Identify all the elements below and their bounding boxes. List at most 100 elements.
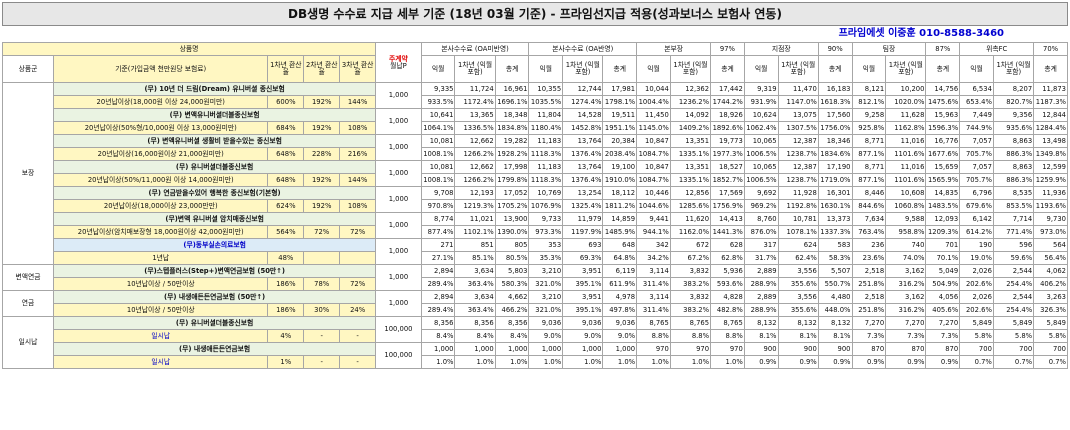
table-row: (무) 내생애든든연금보험 100,000 1,000 1,000 1,000 1,000… [3,342,1068,369]
percent-cell: 202.6% [959,277,994,291]
percent-cell: 1483.5% [925,199,961,213]
rate-cell: 624% [267,199,305,213]
percent-cell: 1062.4% [743,121,779,135]
amount-cell: 17,998 [494,160,530,174]
subheader-0-2: 총계 [494,55,530,83]
percent-cell: 395.1% [562,303,604,317]
amount-cell: 18,346 [817,134,853,148]
amount-cell: 700 [992,342,1035,356]
header-criteria: 기준(가입금액 천만원당 보험료) [53,55,269,83]
amount-cell: 9,036 [602,316,638,330]
percent-cell: 0.9% [743,355,779,369]
amount-cell: 13,764 [562,160,604,174]
percent-cell: 1409.2% [669,121,712,135]
amount-cell: 19,282 [494,134,530,148]
amount-cell: 11,021 [454,212,496,226]
amount-cell: 18,527 [710,160,745,174]
percent-cell: 9.0% [562,329,604,343]
amount-cell: 13,075 [777,108,819,122]
table-row: 1년납 48% 27.1% 85.1% 80.5% 35.3% 69.3% 64.8% 34.2… [3,251,1068,265]
amount-cell: 7,057 [959,160,994,174]
rate-cell: 192% [303,173,341,187]
percent-cell: 0.9% [817,355,853,369]
amount-cell: 700 [1033,342,1068,356]
percent-cell: 27.1% [420,251,456,265]
header-premium-bottom: 월납P [390,61,407,70]
percent-cell: 1192.8% [777,199,819,213]
amount-cell: 870 [925,342,961,356]
criteria-cell: 10년납이상 / 50만이상 [53,303,269,317]
rate-cell: 24% [339,303,377,317]
percent-cell: 326.3% [1033,303,1068,317]
contact-info: 프라임에셋 이중훈 010-8588-3460 [838,28,1004,39]
percent-cell: 1335.1% [669,173,712,187]
percent-cell: 0.9% [851,355,887,369]
category-cell: 보장 [1,82,55,265]
amount-cell: 3,634 [454,290,496,304]
amount-cell: 4,978 [602,290,638,304]
amount-cell: 12,387 [777,134,819,148]
amount-cell: 1,000 [528,342,564,356]
amount-cell: 10,847 [636,134,671,148]
amount-cell: 15,659 [925,160,961,174]
header-category: 상품군 [1,55,55,83]
amount-cell: 6,534 [959,82,994,96]
percent-cell: 7.3% [851,329,887,343]
rate-cell [303,251,341,265]
criteria-cell: 20년납이상(18,000원 이상 24,000원미만) [53,95,269,109]
percent-cell: 1035.5% [528,95,564,109]
rate-cell: 600% [267,95,305,109]
amount-cell: 693 [562,238,604,252]
amount-cell: 3,951 [562,264,604,278]
percent-cell: 1756.0% [817,121,853,135]
percent-cell: 1209.3% [925,225,961,239]
percent-cell: 1756.9% [710,199,745,213]
amount-cell: 10,065 [743,134,779,148]
product-name: (무)변액 유니버셜 암치매종신보험 [53,212,377,226]
amount-cell: 596 [992,238,1035,252]
rate-cell: 72% [339,277,377,291]
percent-cell: 1485.9% [602,225,638,239]
percent-cell: 1811.2% [602,199,638,213]
percent-cell: 1076.9% [528,199,564,213]
percent-cell: 886.3% [992,173,1035,187]
amount-cell: 6,142 [959,212,994,226]
percent-cell: 1852.7% [710,173,745,187]
amount-cell: 14,413 [710,212,745,226]
group-pct-2: 97% [710,42,745,56]
table-row: 20년납이상(16,000원이상 21,000원미만) 648% 228% 216% 1… [3,147,1068,161]
amount-cell: 1,000 [494,342,530,356]
amount-cell: 3,114 [636,264,671,278]
header-hw3: 3차년 환산율 [339,55,377,83]
table-row: 변액연금 (무)스텝플러스(Step+)변액연금보험 (50만↑) 1,000 2,8… [1,264,1068,291]
percent-cell: 0.7% [1033,355,1068,369]
percent-cell: 405.6% [925,303,961,317]
percent-cell: 1266.2% [454,173,496,187]
percent-cell: 876.0% [743,225,779,239]
percent-cell: 1335.1% [669,147,712,161]
percent-cell: 1266.2% [454,147,496,161]
percent-cell: 1951.1% [602,121,638,135]
percent-cell: 1187.3% [1033,95,1068,109]
amount-cell: 9,588 [885,212,927,226]
product-name: (무)동부실손의료보험 [53,238,377,252]
criteria-cell: 일시납 [53,355,269,369]
percent-cell: 1006.5% [743,147,779,161]
amount-cell: 10,446 [636,186,671,200]
percent-cell: 355.6% [777,277,819,291]
subheader-3-0: 익월 [743,55,779,83]
percent-cell: 944.1% [636,225,671,239]
percent-cell: 1325.4% [562,199,604,213]
percent-cell: 8.8% [636,329,671,343]
amount-cell: 12,362 [669,82,712,96]
amount-cell: 701 [925,238,961,252]
percent-cell: 1193.6% [1033,199,1068,213]
percent-cell: 1630.1% [817,199,853,213]
amount-cell: 2,026 [959,290,994,304]
percent-cell: 771.4% [992,225,1035,239]
percent-cell: 853.5% [992,199,1035,213]
commission-table: 상품명 주계약 월납P 본사수수료 (OA미반영) 본사수수료 (OA반영) 본… [1,42,1068,369]
percent-cell: 925.8% [851,121,887,135]
subheader-2-2: 총계 [710,55,745,83]
amount-cell: 9,441 [636,212,671,226]
